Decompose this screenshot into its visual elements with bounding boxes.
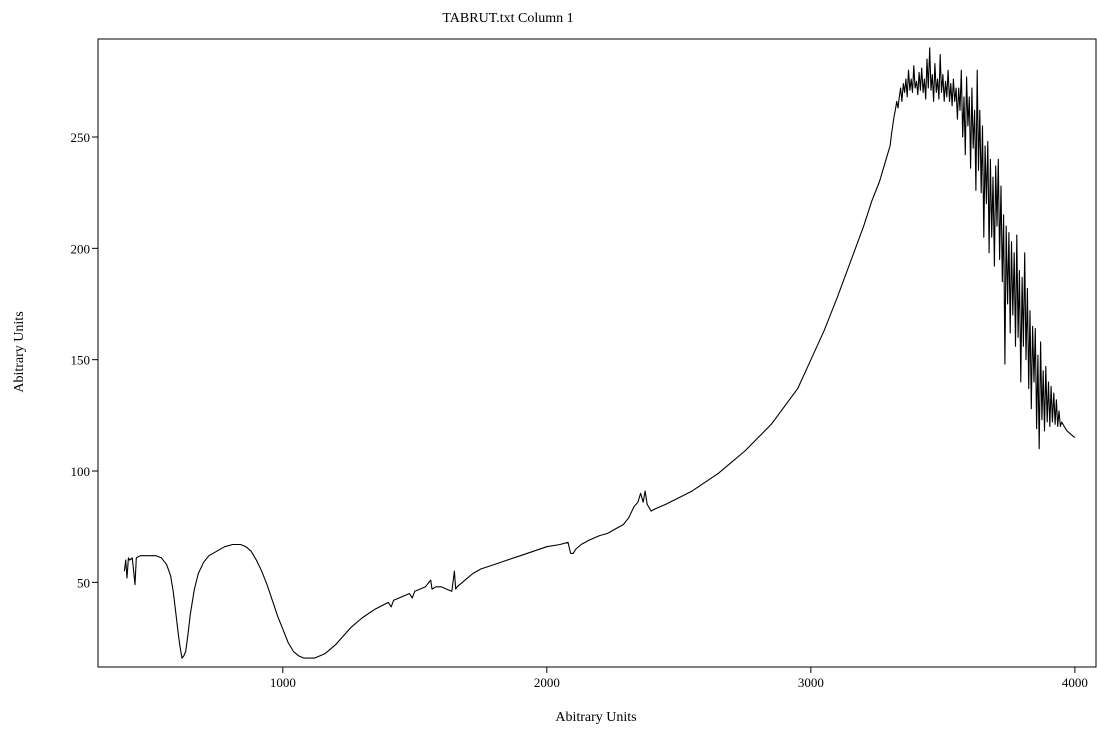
x-tick-label: 3000: [798, 675, 824, 690]
y-axis: 50 100 150 200 250: [71, 130, 98, 590]
x-axis-label: Abitrary Units: [555, 710, 636, 725]
x-tick-label: 1000: [270, 675, 296, 690]
y-axis-label: Abitrary Units: [12, 311, 27, 392]
y-tick-label: 150: [71, 353, 91, 368]
series-line-column-1: [123, 47, 1076, 659]
y-tick-label: 50: [77, 575, 90, 590]
x-tick-label: 2000: [534, 675, 560, 690]
y-tick-label: 250: [71, 130, 91, 145]
x-tick-label: 4000: [1062, 675, 1088, 690]
x-axis: 1000 2000 3000 4000: [270, 667, 1088, 690]
y-tick-label: 100: [71, 464, 91, 479]
y-tick-label: 200: [71, 241, 91, 256]
plot-frame: [97, 38, 1097, 668]
chart-title: TABRUT.txt Column 1: [442, 11, 573, 26]
